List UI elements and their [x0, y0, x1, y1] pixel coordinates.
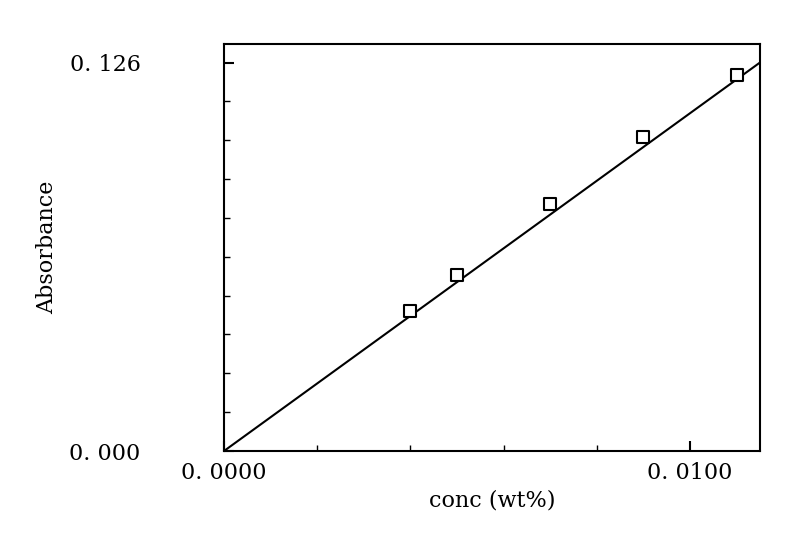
Y-axis label: Absorbance: Absorbance [36, 181, 58, 314]
Point [404, 306, 417, 315]
Point [730, 70, 743, 79]
Point [450, 271, 463, 279]
Point [637, 132, 650, 141]
Point [544, 200, 557, 209]
X-axis label: conc (wt%): conc (wt%) [429, 490, 555, 512]
